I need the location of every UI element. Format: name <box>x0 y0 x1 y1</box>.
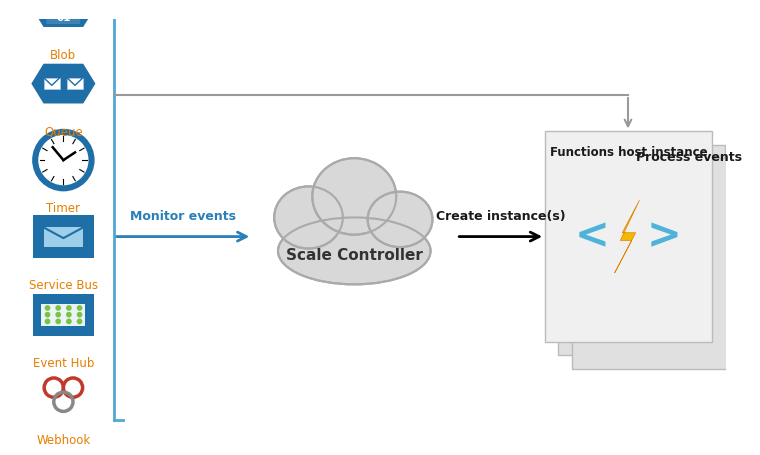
Ellipse shape <box>312 158 396 235</box>
Text: Functions host instance: Functions host instance <box>549 146 708 159</box>
FancyBboxPatch shape <box>67 78 83 90</box>
Circle shape <box>46 306 49 310</box>
Polygon shape <box>31 64 96 103</box>
FancyBboxPatch shape <box>33 215 94 258</box>
Circle shape <box>67 319 71 324</box>
Ellipse shape <box>368 192 432 247</box>
FancyBboxPatch shape <box>43 228 84 247</box>
FancyBboxPatch shape <box>46 0 81 24</box>
FancyBboxPatch shape <box>41 304 85 326</box>
Circle shape <box>67 313 71 317</box>
Text: Service Bus: Service Bus <box>29 278 98 292</box>
Text: Scale Controller: Scale Controller <box>286 248 423 263</box>
FancyBboxPatch shape <box>33 293 94 336</box>
Circle shape <box>56 306 60 310</box>
Circle shape <box>46 319 49 324</box>
Polygon shape <box>615 200 639 273</box>
FancyBboxPatch shape <box>545 131 712 342</box>
Text: Timer: Timer <box>46 202 81 215</box>
FancyBboxPatch shape <box>559 145 725 355</box>
Text: Queue: Queue <box>44 126 83 139</box>
FancyBboxPatch shape <box>572 158 739 369</box>
Polygon shape <box>31 0 96 27</box>
Text: Monitor events: Monitor events <box>130 210 236 223</box>
Circle shape <box>78 319 81 324</box>
Text: Process events: Process events <box>635 151 742 163</box>
Circle shape <box>56 319 60 324</box>
Text: >: > <box>647 216 682 258</box>
Text: <: < <box>575 216 610 258</box>
FancyBboxPatch shape <box>44 78 60 90</box>
Text: 10: 10 <box>56 0 71 9</box>
Circle shape <box>56 313 60 317</box>
Text: Webhook: Webhook <box>36 434 90 446</box>
Circle shape <box>33 130 94 191</box>
Ellipse shape <box>278 217 431 284</box>
Circle shape <box>67 306 71 310</box>
Circle shape <box>78 306 81 310</box>
Ellipse shape <box>274 187 343 248</box>
Text: Create instance(s): Create instance(s) <box>436 210 565 223</box>
Circle shape <box>46 313 49 317</box>
Text: Event Hub: Event Hub <box>33 357 94 370</box>
Circle shape <box>39 136 88 185</box>
Text: Blob: Blob <box>50 49 77 62</box>
Circle shape <box>78 313 81 317</box>
Text: 01: 01 <box>56 13 71 23</box>
